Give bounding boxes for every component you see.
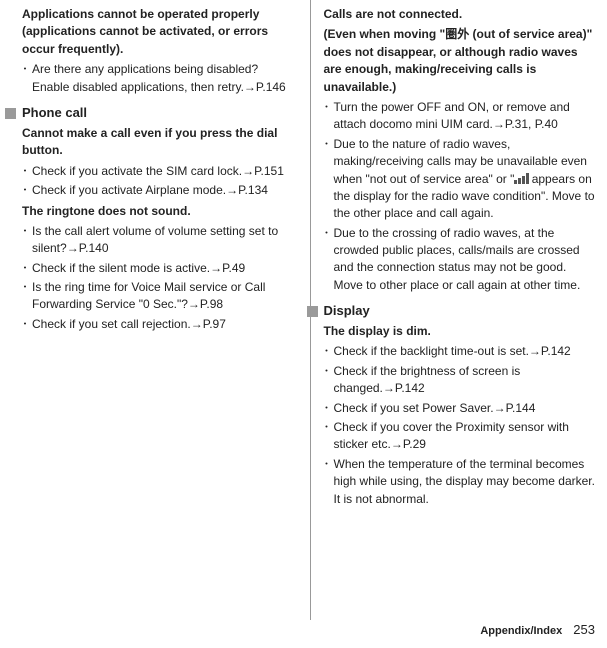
list-item: ･ Is the call alert volume of volume set… [22,223,296,258]
section-row: Display [324,302,598,321]
section-title: Phone call [22,104,87,123]
list-item: ･ Check if the backlight time-out is set… [324,343,598,360]
bullet-icon: ･ [22,260,32,277]
list-item: ･ Check if you set call rejection.→P.97 [22,316,296,333]
list-item: ･ Check if you activate Airplane mode.→P… [22,182,296,199]
list-item: ･ Due to the nature of radio waves, maki… [324,136,598,223]
bullet-icon: ･ [22,61,32,96]
bullet-icon: ･ [22,316,32,333]
section-row: Phone call [22,104,296,123]
bullet-icon: ･ [324,400,334,417]
bullet-text: Is the call alert volume of volume setti… [32,223,296,258]
list-item: ･ Is the ring time for Voice Mail servic… [22,279,296,314]
bullet-text: Check if you set call rejection.→P.97 [32,316,296,333]
list-item: ･ Check if the brightness of screen is c… [324,363,598,398]
bullet-text: Check if you activate the SIM card lock.… [32,163,296,180]
page-content: Applications cannot be operated properly… [0,0,607,514]
footer-label: Appendix/Index [480,625,562,637]
bullet-icon: ･ [324,363,334,398]
bullet-text: Check if you activate Airplane mode.→P.1… [32,182,296,199]
bullet-text: Check if you cover the Proximity sensor … [334,419,598,454]
section-title: Display [324,302,370,321]
sub-heading: The display is dim. [324,323,598,340]
list-item: ･ Check if you activate the SIM card loc… [22,163,296,180]
bullet-icon: ･ [324,419,334,454]
bullet-icon: ･ [324,99,334,134]
list-item: ･ Check if you cover the Proximity senso… [324,419,598,454]
list-item: ･ Check if the silent mode is active.→P.… [22,260,296,277]
square-icon [307,306,318,317]
sub-heading: The ringtone does not sound. [22,203,296,220]
square-icon [5,108,16,119]
signal-icon [514,173,528,184]
apps-heading: Applications cannot be operated properly… [22,6,296,58]
right-column: Calls are not connected. (Even when movi… [324,6,598,508]
bullet-text: Check if the backlight time-out is set.→… [334,343,598,360]
left-column: Applications cannot be operated properly… [22,6,296,508]
list-item: ･ Are there any applications being disab… [22,61,296,96]
bullet-text: Check if you set Power Saver.→P.144 [334,400,598,417]
bullet-text: Due to the crossing of radio waves, at t… [334,225,598,295]
bullet-text: Check if the brightness of screen is cha… [334,363,598,398]
column-divider [310,0,311,620]
sub-heading: (Even when moving "圏外 (out of service ar… [324,26,598,96]
sub-heading: Calls are not connected. [324,6,598,23]
bullet-icon: ･ [22,163,32,180]
bullet-text: Turn the power OFF and ON, or remove and… [334,99,598,134]
list-item: ･ Due to the crossing of radio waves, at… [324,225,598,295]
sub-heading: Cannot make a call even if you press the… [22,125,296,160]
bullet-icon: ･ [22,279,32,314]
bullet-icon: ･ [22,182,32,199]
bullet-icon: ･ [324,343,334,360]
bullet-icon: ･ [22,223,32,258]
footer: Appendix/Index 253 [480,621,595,640]
list-item: ･ When the temperature of the terminal b… [324,456,598,508]
bullet-icon: ･ [324,136,334,223]
bullet-text: Check if the silent mode is active.→P.49 [32,260,296,277]
bullet-icon: ･ [324,456,334,508]
bullet-text: Due to the nature of radio waves, making… [334,136,598,223]
bullet-text: When the temperature of the terminal bec… [334,456,598,508]
list-item: ･ Turn the power OFF and ON, or remove a… [324,99,598,134]
bullet-text: Are there any applications being disable… [32,61,296,96]
bullet-icon: ･ [324,225,334,295]
page-number: 253 [573,622,595,637]
list-item: ･ Check if you set Power Saver.→P.144 [324,400,598,417]
bullet-text: Is the ring time for Voice Mail service … [32,279,296,314]
